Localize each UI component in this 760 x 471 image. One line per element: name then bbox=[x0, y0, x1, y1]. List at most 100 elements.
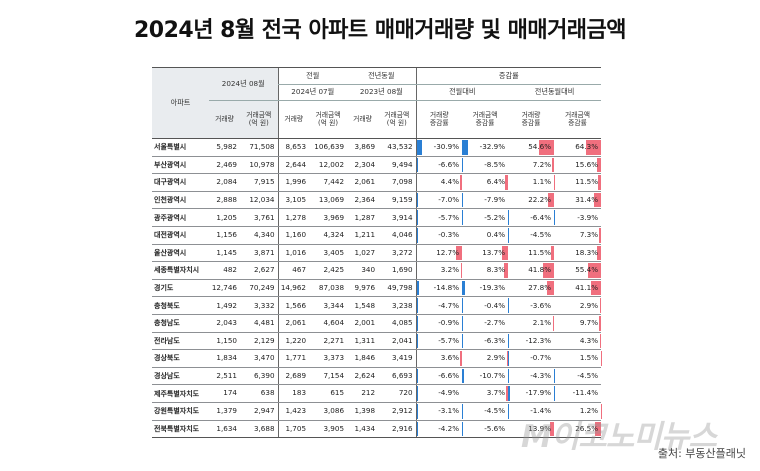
cell-pm-vol: 467 bbox=[277, 261, 310, 280]
data-bar bbox=[508, 210, 509, 225]
change-value: 2.9% bbox=[579, 300, 599, 310]
change-value: -32.9% bbox=[479, 142, 506, 152]
change-value: -8.5% bbox=[484, 159, 506, 169]
cell-pm-vol: 1,996 bbox=[277, 173, 310, 192]
change-value: -3.9% bbox=[577, 212, 599, 222]
cell-pm-amt-chg: 0.4% bbox=[462, 226, 509, 245]
cell-py-vol-chg: -3.6% bbox=[508, 296, 555, 315]
region-name: 전북특별자치도 bbox=[152, 420, 209, 439]
data-bar bbox=[462, 210, 463, 225]
cell-pm-vol-chg: 4.4% bbox=[415, 173, 463, 192]
change-value: -17.9% bbox=[525, 388, 552, 398]
data-bar bbox=[462, 192, 464, 208]
change-value: -10.7% bbox=[479, 370, 506, 380]
table-row: 제주특별자치도 174 638 183 615 212 720 -4.9% 3.7% -17.9%… bbox=[152, 384, 602, 403]
change-value: 41.1% bbox=[575, 282, 599, 292]
table-body: 서울특별시 5,982 71,508 8,653 106,639 3,869 43,532 -… bbox=[152, 138, 602, 439]
change-value: 26.5% bbox=[575, 423, 599, 433]
change-value: 7.2% bbox=[532, 159, 552, 169]
data-bar bbox=[550, 421, 555, 437]
cell-pm-amt-chg: 6.4% bbox=[462, 173, 509, 192]
cell-py-amt-chg: 15.6% bbox=[554, 156, 602, 175]
cell-py-amt-chg: 2.9% bbox=[554, 296, 602, 315]
cell-py-amt-chg: 31.4% bbox=[554, 191, 602, 210]
data-bar bbox=[508, 333, 510, 349]
cell-py-vol: 9,976 bbox=[347, 279, 379, 298]
cell-pm-amt-chg: -10.7% bbox=[462, 367, 509, 386]
cell-pm-vol: 8,653 bbox=[277, 138, 310, 157]
change-value: -7.0% bbox=[438, 194, 460, 204]
change-value: 31.4% bbox=[575, 194, 599, 204]
cell-py-amt: 3,272 bbox=[378, 244, 417, 263]
cell-pm-vol-chg: 3.6% bbox=[415, 349, 463, 368]
data-bar bbox=[600, 333, 602, 349]
region-name: 울산광역시 bbox=[152, 244, 209, 263]
cell-amt: 638 bbox=[240, 384, 279, 403]
cell-vol: 12,746 bbox=[209, 279, 240, 298]
change-value: 6.4% bbox=[486, 177, 506, 187]
change-value: 27.8% bbox=[528, 282, 552, 292]
data-bar bbox=[459, 175, 463, 190]
data-bar bbox=[504, 263, 509, 278]
cell-py-amt: 3,238 bbox=[378, 296, 417, 315]
data-bar bbox=[416, 140, 422, 155]
cell-py-amt: 3,419 bbox=[378, 349, 417, 368]
cell-py-amt: 4,046 bbox=[378, 226, 417, 245]
cell-amt: 10,978 bbox=[240, 156, 279, 175]
cell-pm-amt: 615 bbox=[309, 384, 348, 403]
cell-py-vol-chg: 1.1% bbox=[508, 173, 555, 192]
region-name: 충청북도 bbox=[152, 296, 209, 315]
cell-py-vol: 1,311 bbox=[347, 332, 379, 351]
cell-py-amt: 43,532 bbox=[378, 138, 417, 157]
change-value: 7.3% bbox=[579, 230, 599, 240]
col-py-volume: 거래량 bbox=[347, 100, 379, 139]
data-bar bbox=[416, 386, 418, 401]
cell-pm-vol-chg: -0.3% bbox=[415, 226, 463, 245]
cell-amt: 70,249 bbox=[240, 279, 279, 298]
cell-py-amt-chg: 9.7% bbox=[554, 314, 602, 333]
cell-py-vol-chg: -6.4% bbox=[508, 208, 555, 227]
change-value: 2.9% bbox=[486, 353, 506, 363]
change-header: 증감률 bbox=[415, 67, 602, 85]
cell-py-amt: 6,693 bbox=[378, 367, 417, 386]
cell-vol: 5,982 bbox=[209, 138, 240, 157]
data-bar bbox=[416, 333, 418, 349]
col-py-vol-change: 거래량 증감률 bbox=[508, 100, 555, 139]
col-py-amt-change: 거래금액 증감률 bbox=[554, 100, 602, 139]
cell-py-amt: 9,494 bbox=[378, 156, 417, 175]
change-value: 1.2% bbox=[579, 406, 599, 416]
data-bar bbox=[598, 175, 602, 190]
change-value: -4.5% bbox=[577, 370, 599, 380]
cell-pm-vol: 3,105 bbox=[277, 191, 310, 210]
cell-pm-amt: 3,905 bbox=[309, 420, 348, 439]
cell-pm-amt: 3,969 bbox=[309, 208, 348, 227]
change-value: -0.7% bbox=[530, 353, 552, 363]
cell-pm-vol-chg: -6.6% bbox=[415, 367, 463, 386]
change-value: -1.4% bbox=[530, 406, 552, 416]
region-header: 아파트 bbox=[152, 67, 209, 139]
cell-pm-amt-chg: -19.3% bbox=[462, 279, 509, 298]
col-volume: 거래량 bbox=[209, 100, 240, 139]
cell-py-amt: 7,098 bbox=[378, 173, 417, 192]
vs-prev-year-header: 전년동월대비 bbox=[508, 84, 602, 101]
table-row: 광주광역시 1,205 3,761 1,278 3,969 1,287 3,914 -5.7%… bbox=[152, 208, 602, 227]
change-value: -11.4% bbox=[572, 388, 599, 398]
cell-amt: 6,390 bbox=[240, 367, 279, 386]
cell-pm-amt: 2,271 bbox=[309, 332, 348, 351]
change-value: 3.7% bbox=[486, 388, 506, 398]
table-row: 충청북도 1,492 3,332 1,566 3,344 1,548 3,238 -4.7% -… bbox=[152, 296, 602, 315]
cell-amt: 2,947 bbox=[240, 402, 279, 421]
cell-pm-amt: 3,344 bbox=[309, 296, 348, 315]
data-bar bbox=[593, 192, 602, 208]
current-month-header: 2024년 08월 bbox=[209, 67, 279, 101]
data-bar bbox=[591, 280, 602, 296]
cell-pm-vol-chg: -30.9% bbox=[415, 138, 463, 157]
cell-py-amt: 720 bbox=[378, 384, 417, 403]
region-name: 서울특별시 bbox=[152, 138, 209, 157]
cell-pm-vol: 2,061 bbox=[277, 314, 310, 333]
cell-pm-vol: 1,705 bbox=[277, 420, 310, 439]
region-name: 세종특별자치시 bbox=[152, 261, 209, 280]
cell-pm-vol-chg: -14.8% bbox=[415, 279, 463, 298]
cell-pm-amt: 13,069 bbox=[309, 191, 348, 210]
cell-pm-vol-chg: -4.9% bbox=[415, 384, 463, 403]
